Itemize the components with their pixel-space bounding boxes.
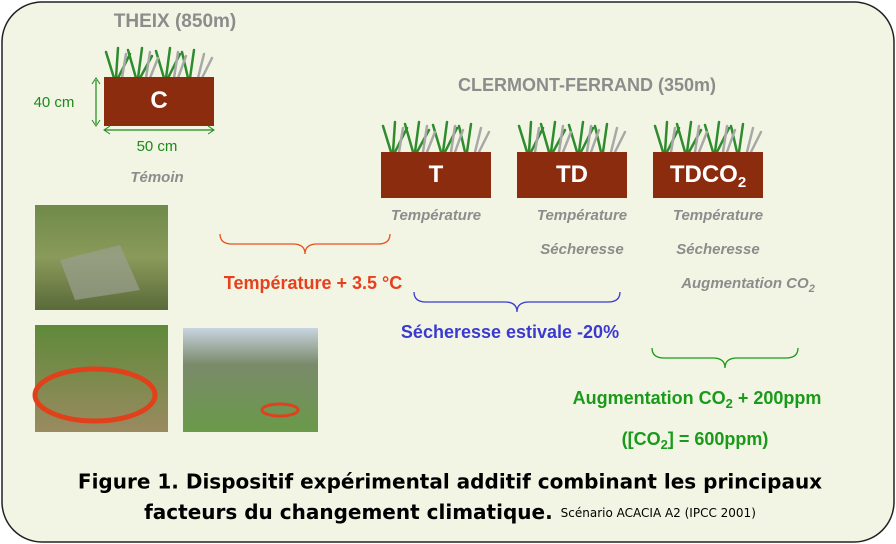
effect: Sécheresse estivale -20% [401,322,619,342]
plot-box [517,152,627,198]
caption: Figure 1. Dispositif expérimental additi… [78,470,822,494]
box-label: TD [556,161,588,188]
factor: Témoin [130,169,183,186]
subscript: 2 [808,283,815,295]
dimension: 50 cm [137,138,178,155]
arrow-head [91,77,101,127]
effect: ([CO [622,429,661,449]
box-label: TDCO2 [670,161,746,191]
factor: Température [391,207,481,224]
effect: Augmentation CO2 + 200ppm [573,388,822,412]
factor: Température [673,207,763,224]
box-label: T [429,161,444,188]
factor: Température [391,207,481,224]
factor: Augmentation CO [680,275,809,292]
effect: Température + 3.5 °C [224,273,402,293]
box-label: TD [556,161,588,188]
factor: Température [537,207,627,224]
factor: Sécheresse [540,241,623,258]
site-title: THEIX (850m) [114,11,236,32]
effect: ] = 600ppm) [668,429,769,449]
factor: Témoin [130,169,183,186]
dimension: 40 cm [34,94,75,111]
caption-note: Scénario ACACIA A2 (IPCC 2001) [561,506,756,520]
photo-detail [32,366,158,424]
subscript: 2 [726,396,733,411]
factor: Augmentation CO2 [680,275,815,295]
brace [413,291,621,313]
site-title: CLERMONT-FERRAND (350m) [458,75,716,95]
effect: Augmentation CO [573,388,726,408]
factor: Sécheresse [540,241,623,258]
plot-box [653,152,763,198]
photo-detail [60,245,140,300]
factor: Sécheresse [676,241,759,258]
box-label: TDCO [670,161,738,188]
effect: Sécheresse estivale -20% [401,322,619,342]
factor: Température [673,207,763,224]
effect: Température + 3.5 °C [224,273,402,293]
photo [183,328,318,432]
photo-detail [260,402,300,418]
brace [651,347,799,369]
box-label: C [150,87,167,114]
box-label: C [150,87,167,114]
effect: + 200ppm [733,388,822,408]
factor: Température [537,207,627,224]
brace [219,233,391,255]
subscript: 2 [661,437,668,452]
plot-box [381,152,491,198]
subscript: 2 [738,174,746,191]
caption: facteurs du changement climatique. [144,500,553,524]
caption: facteurs du changement climatique. Scénar… [144,500,756,524]
plot-box [104,77,214,126]
factor: Sécheresse [676,241,759,258]
box-label: T [429,161,444,188]
arrow-head [103,125,215,135]
effect: ([CO2] = 600ppm) [622,429,769,453]
